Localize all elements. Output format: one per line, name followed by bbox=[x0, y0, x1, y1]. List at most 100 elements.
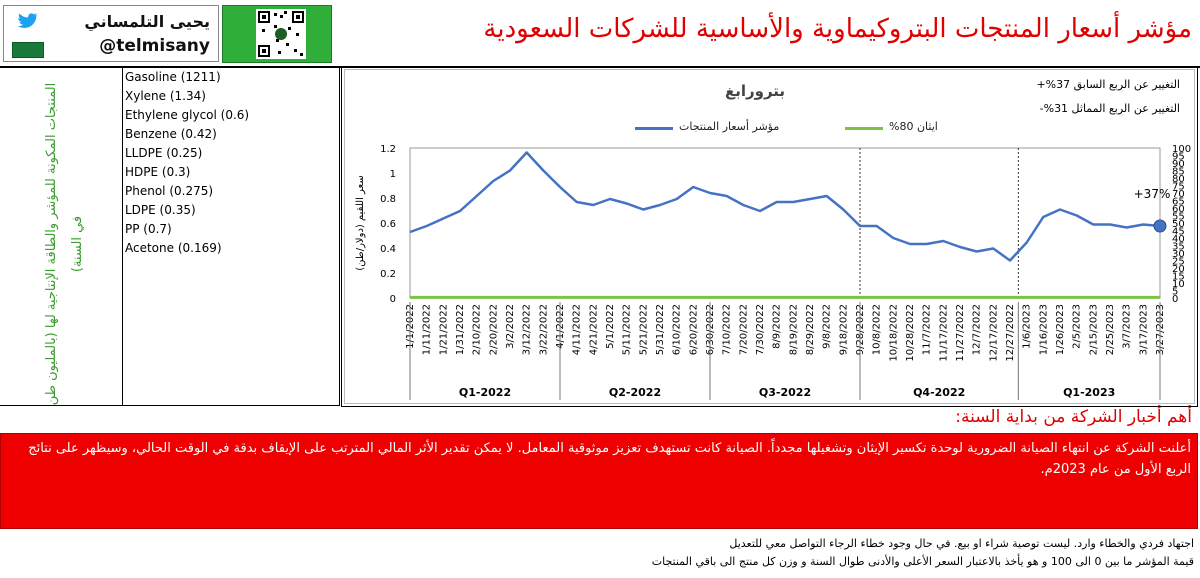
x-tick-label: 5/31/2022 bbox=[655, 304, 666, 355]
x-tick-label: 3/22/2022 bbox=[538, 304, 549, 355]
plot-frame bbox=[409, 147, 1161, 299]
y-right-tick-label: 100 bbox=[1172, 144, 1191, 155]
y-right-tick-label: 75 bbox=[1172, 182, 1185, 193]
twitter-bird-icon bbox=[17, 13, 39, 28]
series-end-marker bbox=[1153, 219, 1167, 233]
chart-legend: مؤشر أسعار المنتجات ايثان 80% bbox=[575, 120, 975, 136]
list-item: Ethylene glycol (0.6) bbox=[125, 108, 250, 122]
y-right-tick-label: 80 bbox=[1172, 174, 1185, 185]
y-left-tick-label: 0.2 bbox=[380, 269, 396, 280]
x-tick-label: 7/10/2022 bbox=[722, 304, 733, 355]
disclaimer-line: قيمة المؤشر ما بين 0 الى 100 و هو يأخذ ب… bbox=[651, 555, 1194, 568]
list-item: Phenol (0.275) bbox=[125, 184, 214, 198]
x-tick-label: 10/18/2022 bbox=[888, 304, 899, 362]
y-left-tick-label: 1.2 bbox=[380, 144, 396, 155]
x-tick-label: 2/20/2022 bbox=[488, 304, 499, 355]
page-title: مؤشر أسعار المنتجات البتروكيماوية والأسا… bbox=[483, 14, 1192, 44]
y-right-tick-label: 25 bbox=[1172, 257, 1185, 268]
list-item: Acetone (0.169) bbox=[125, 241, 222, 255]
x-tick-label: 2/5/2023 bbox=[1072, 304, 1083, 349]
author-name: يحيى التلمساني bbox=[84, 12, 210, 31]
x-tick-label: 3/17/2023 bbox=[1138, 304, 1149, 355]
x-tick-label: 8/9/2022 bbox=[772, 304, 783, 349]
x-tick-label: 3/2/2022 bbox=[505, 304, 516, 349]
x-tick-label: 1/11/2022 bbox=[422, 304, 433, 355]
chart-panel: بترورابغ التغيير عن الربع السابق 37%+ ال… bbox=[341, 66, 1198, 407]
y-left-tick-label: 0 bbox=[390, 294, 396, 305]
legend-label-ethane: ايثان 80% bbox=[889, 120, 938, 133]
x-tick-label: 3/7/2023 bbox=[1122, 304, 1133, 349]
quarter-label: Q3-2022 bbox=[759, 386, 811, 399]
x-tick-label: 7/30/2022 bbox=[755, 304, 766, 355]
chart-area: بترورابغ التغيير عن الربع السابق 37%+ ال… bbox=[344, 69, 1195, 404]
line-chart: 00.20.40.60.811.205101520253035404550556… bbox=[355, 144, 1191, 400]
y-right-tick-label: 5 bbox=[1172, 287, 1178, 298]
y-left-tick-label: 0.8 bbox=[380, 194, 396, 205]
x-tick-label: 8/19/2022 bbox=[788, 304, 799, 355]
list-item: LLDPE (0.25) bbox=[125, 146, 203, 160]
x-tick-label: 1/21/2022 bbox=[438, 304, 449, 355]
y-right-tick-label: 50 bbox=[1172, 219, 1185, 230]
x-tick-label: 12/17/2022 bbox=[988, 304, 999, 362]
x-tick-label: 1/6/2023 bbox=[1022, 304, 1033, 349]
x-tick-label: 4/11/2022 bbox=[572, 304, 583, 355]
legend-label-index: مؤشر أسعار المنتجات bbox=[679, 120, 780, 133]
quarter-label: Q1-2023 bbox=[1063, 386, 1115, 399]
x-tick-label: 1/26/2023 bbox=[1055, 304, 1066, 355]
list-item: Gasoline (1211) bbox=[125, 70, 221, 84]
x-tick-label: 11/17/2022 bbox=[938, 304, 949, 362]
list-item: Xylene (1.34) bbox=[125, 89, 206, 103]
y-right-tick-label: 0 bbox=[1172, 294, 1178, 305]
x-tick-label: 1/16/2023 bbox=[1038, 304, 1049, 355]
x-tick-label: 12/7/2022 bbox=[972, 304, 983, 355]
y-left-tick-label: 1 bbox=[390, 169, 396, 180]
list-item: HDPE (0.3) bbox=[125, 165, 191, 179]
x-tick-label: 10/8/2022 bbox=[872, 304, 883, 355]
legend-line-ethane bbox=[845, 127, 883, 130]
chart-title: بترورابغ bbox=[725, 82, 786, 100]
change-same-quarter: التغيير عن الربع المماثل 31%- bbox=[1039, 102, 1180, 115]
disclaimer-line: اجتهاد فردي والخطاء وارد. ليست توصية شرا… bbox=[729, 537, 1194, 550]
y-right-tick-label: 55 bbox=[1172, 212, 1185, 223]
legend-item-index: مؤشر أسعار المنتجات bbox=[635, 120, 805, 136]
qr-code[interactable] bbox=[222, 5, 332, 63]
x-tick-label: 2/10/2022 bbox=[472, 304, 483, 355]
x-tick-label: 12/27/2022 bbox=[1005, 304, 1016, 362]
x-tick-label: 9/8/2022 bbox=[822, 304, 833, 349]
x-tick-label: 9/18/2022 bbox=[838, 304, 849, 355]
x-tick-label: 4/21/2022 bbox=[588, 304, 599, 355]
legend-item-ethane: ايثان 80% bbox=[845, 120, 955, 136]
left-caption-panel: المنتجات المكونة للمؤشر والطاقة الإنتاجي… bbox=[0, 68, 123, 406]
y-right-tick-label: 15 bbox=[1172, 272, 1185, 283]
y-left-tick-label: 0.4 bbox=[380, 244, 396, 255]
y-right-tick-label: 10 bbox=[1172, 279, 1185, 290]
x-tick-label: 5/21/2022 bbox=[638, 304, 649, 355]
list-item: Benzene (0.42) bbox=[125, 127, 217, 141]
y-right-tick-label: 70 bbox=[1172, 189, 1185, 200]
x-tick-label: 3/12/2022 bbox=[522, 304, 533, 355]
y-right-tick-label: 30 bbox=[1172, 249, 1185, 260]
list-item: LDPE (0.35) bbox=[125, 203, 196, 217]
news-body: أعلنت الشركة عن انتهاء الصيانة الضرورية … bbox=[28, 441, 1191, 477]
y-right-tick-label: 45 bbox=[1172, 227, 1185, 238]
x-tick-label: 11/27/2022 bbox=[955, 304, 966, 362]
x-tick-label: 10/28/2022 bbox=[905, 304, 916, 362]
x-tick-label: 6/10/2022 bbox=[672, 304, 683, 355]
y-right-tick-label: 90 bbox=[1172, 159, 1185, 170]
x-tick-label: 5/1/2022 bbox=[605, 304, 616, 349]
header: مؤشر أسعار المنتجات البتروكيماوية والأسا… bbox=[0, 0, 1200, 68]
legend-line-index bbox=[635, 127, 673, 130]
series-line-index bbox=[409, 151, 1161, 262]
list-item: PP (0.7) bbox=[125, 222, 172, 236]
y-left-tick-label: 0.6 bbox=[380, 219, 396, 230]
disclaimer: اجتهاد فردي والخطاء وارد. ليست توصية شرا… bbox=[4, 535, 1194, 571]
saudi-flag-icon bbox=[12, 42, 44, 58]
y-left-axis-label: سعر اللقيم (دولار/طن) bbox=[355, 175, 366, 271]
qr-code-icon bbox=[256, 9, 306, 59]
twitter-handle[interactable]: @telmisany bbox=[99, 36, 210, 56]
twitter-card[interactable]: يحيى التلمساني @telmisany bbox=[3, 5, 219, 62]
y-right-tick-label: 65 bbox=[1172, 197, 1185, 208]
x-tick-label: 5/11/2022 bbox=[622, 304, 633, 355]
news-box: أعلنت الشركة عن انتهاء الصيانة الضرورية … bbox=[0, 433, 1198, 529]
products-caption: المنتجات المكونة للمؤشر والطاقة الإنتاجي… bbox=[44, 82, 85, 406]
